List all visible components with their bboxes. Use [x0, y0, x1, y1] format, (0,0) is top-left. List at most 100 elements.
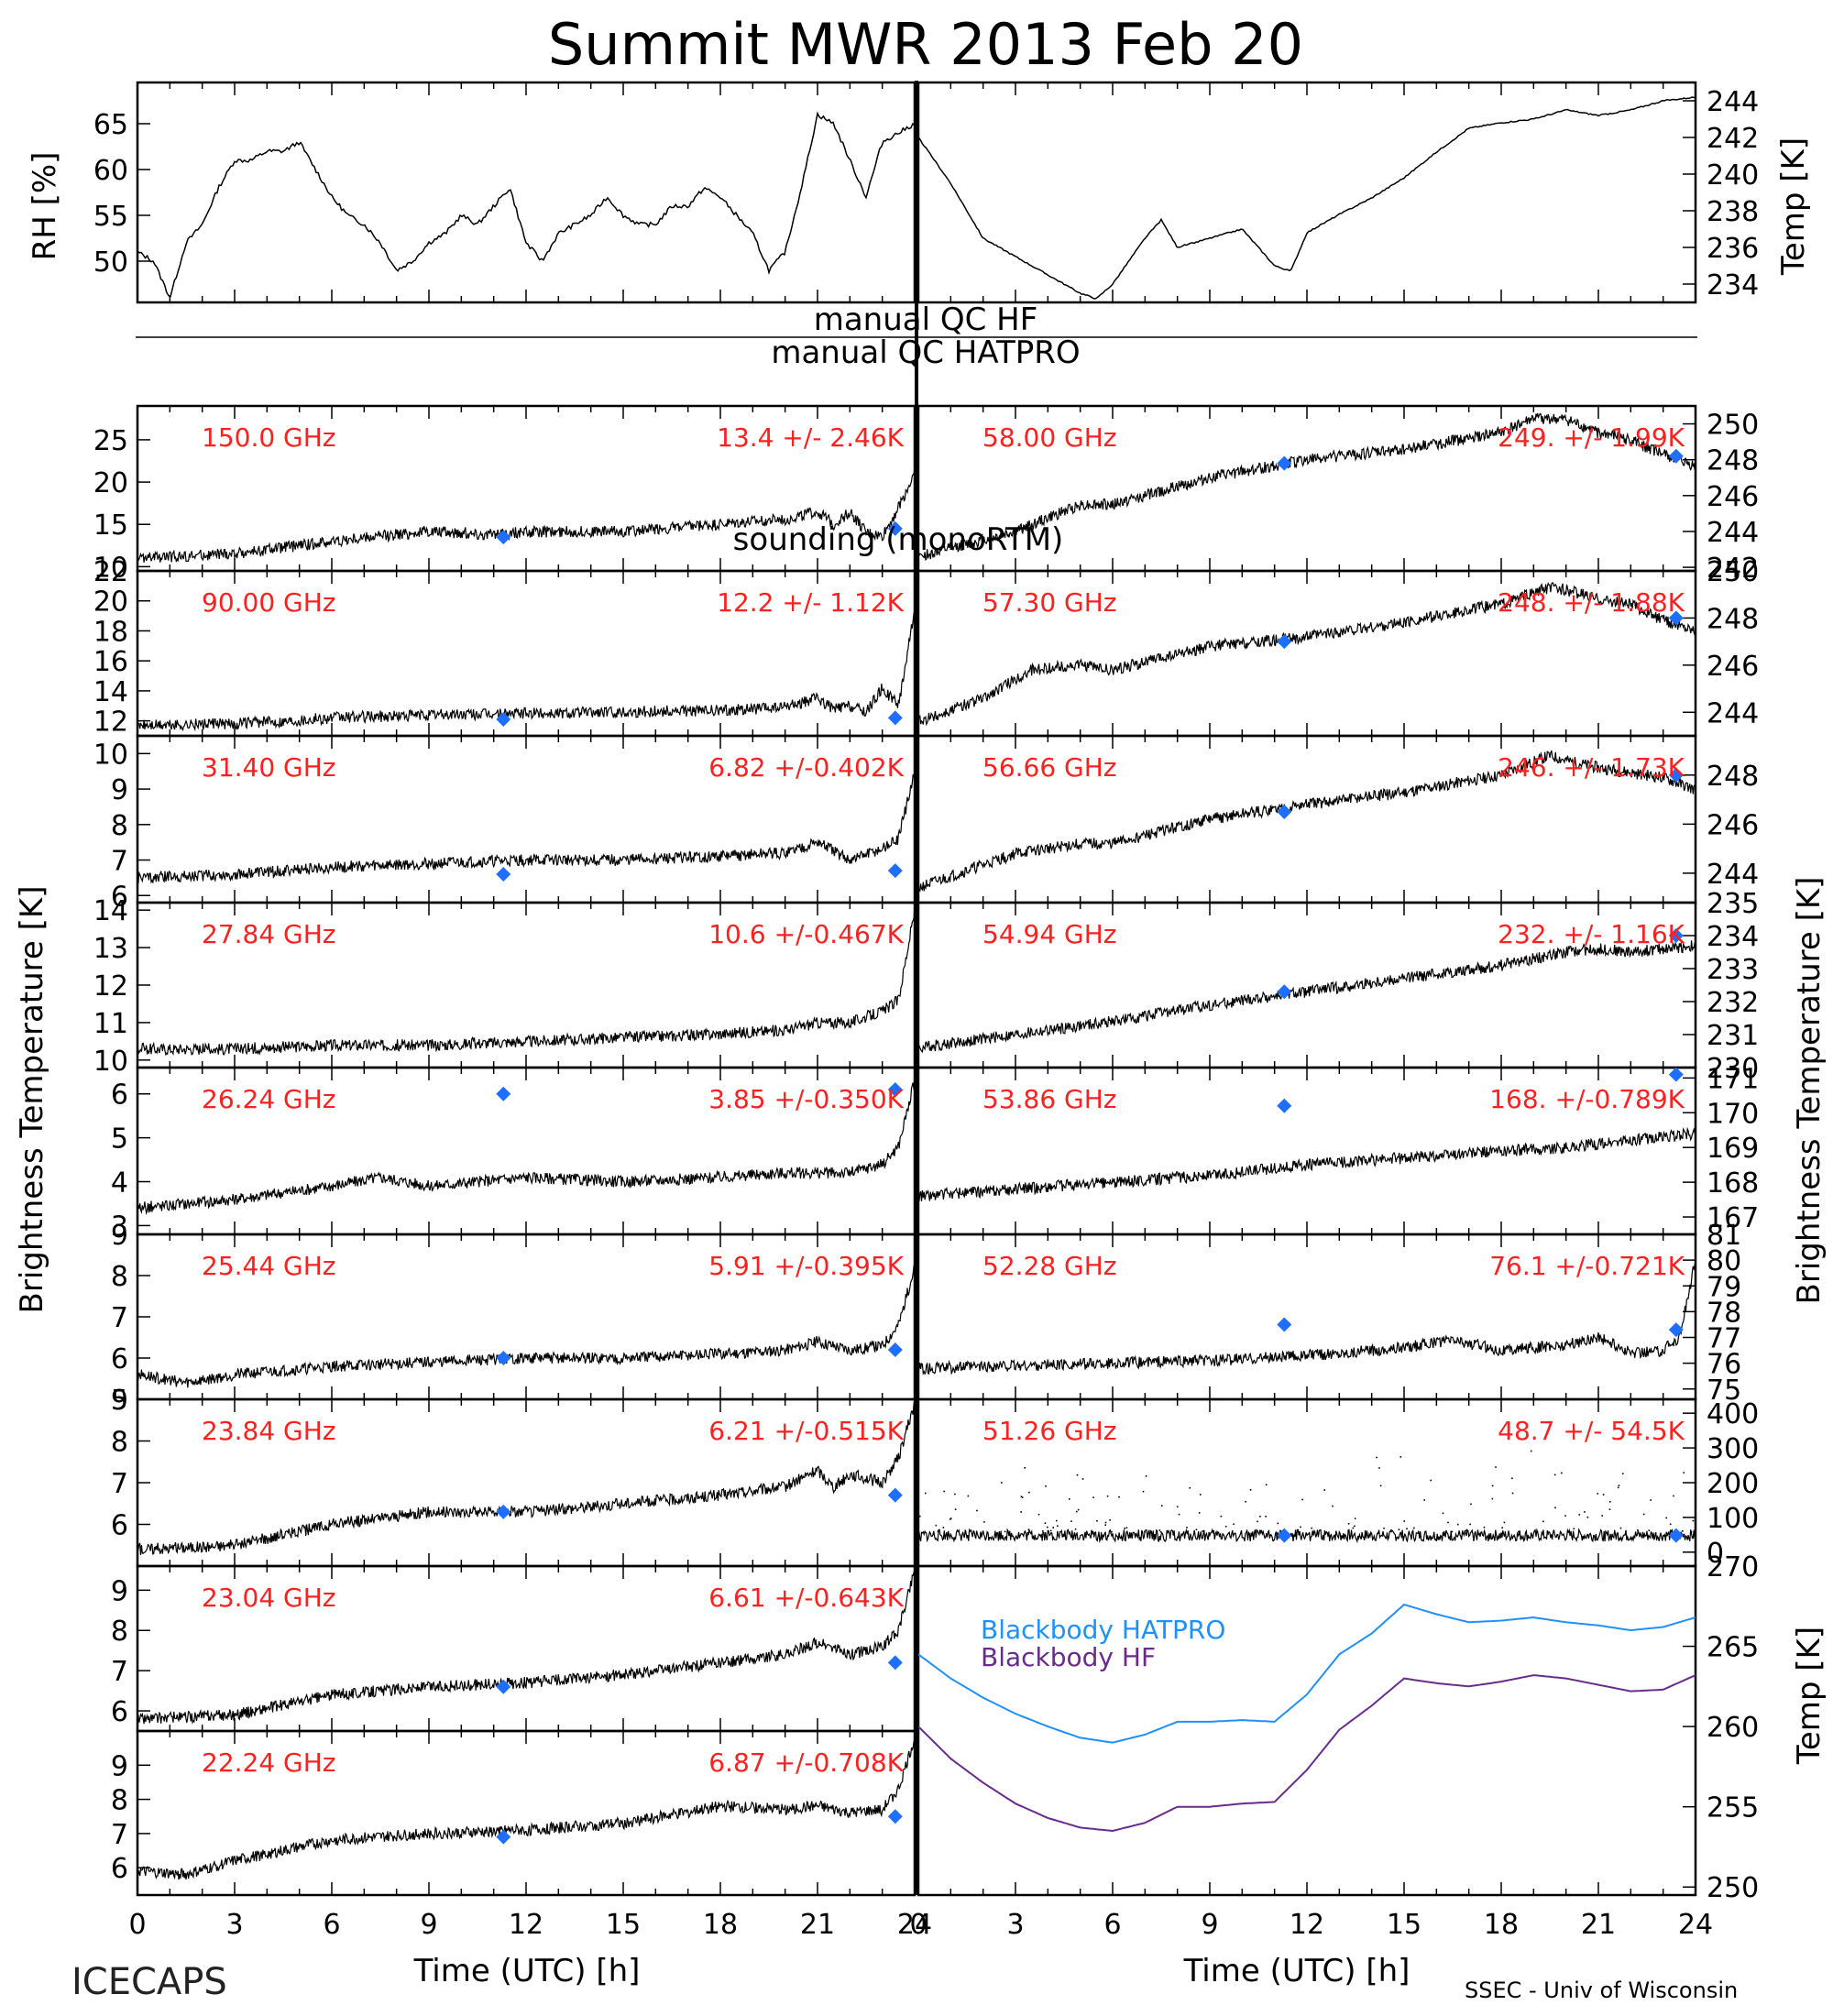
series-line-tb-58.00 — [917, 412, 1696, 562]
sounding-marker — [496, 1086, 511, 1101]
scatter-point — [1020, 1496, 1023, 1498]
freq-label: 25.44 GHz — [202, 1251, 336, 1281]
y-tick-label: 100 — [1707, 1503, 1759, 1535]
sounding-marker — [887, 1655, 903, 1671]
series-line-bb-hatpro — [917, 1603, 1696, 1744]
y-tick-label: 7 — [111, 1302, 128, 1334]
scatter-point — [1465, 1529, 1467, 1532]
y-tick-label: 8 — [111, 1616, 128, 1648]
x-tick-label: 9 — [420, 1909, 437, 1941]
y-tick-label: 8 — [111, 1427, 128, 1459]
scatter-point — [1354, 1517, 1356, 1519]
y-tick-label: 6 — [111, 1510, 128, 1542]
sounding-marker — [887, 520, 903, 536]
series-line-tb-52.28 — [917, 1260, 1696, 1375]
scatter-point — [1352, 1527, 1355, 1529]
scatter-point — [949, 1517, 952, 1519]
y-tick-label: 9 — [111, 1750, 128, 1782]
scatter-point — [1618, 1485, 1620, 1486]
scatter-point — [976, 1509, 978, 1512]
panel-frame-temp-panel — [916, 81, 1697, 304]
scatter-point — [1057, 1525, 1059, 1528]
scatter-point — [1176, 1506, 1179, 1508]
y-tick-label: 246 — [1707, 651, 1759, 683]
x-tick-label: 6 — [1103, 1909, 1121, 1941]
stat-label: 168. +/-0.789K — [1489, 1084, 1685, 1114]
y-tick-label: 50 — [93, 247, 128, 279]
sounding-marker — [1668, 610, 1684, 626]
scatter-point — [1265, 1484, 1268, 1486]
y-tick-label: 75 — [1707, 1375, 1741, 1407]
scatter-point — [1642, 1513, 1645, 1516]
scatter-point — [1586, 1516, 1589, 1518]
scatter-point — [1398, 1528, 1400, 1530]
sounding-marker — [1277, 1528, 1292, 1543]
scatter-point — [1124, 1527, 1126, 1529]
y-tick-label: 60 — [93, 155, 128, 187]
series-line-tb-27.84 — [137, 904, 916, 1057]
y-tick-label: 6 — [111, 1853, 128, 1885]
y-tick-label: 260 — [1707, 1712, 1759, 1744]
freq-label: 23.84 GHz — [202, 1416, 336, 1446]
stat-label: 3.85 +/-0.350K — [708, 1084, 904, 1114]
footer-left: ICECAPS — [71, 1961, 227, 2003]
scatter-point — [937, 1530, 939, 1532]
scatter-point — [1491, 1485, 1494, 1487]
y-tick-label: 77 — [1707, 1323, 1741, 1355]
sounding-marker — [1668, 928, 1684, 943]
scatter-point — [1104, 1521, 1107, 1524]
scatter-point — [1068, 1498, 1070, 1500]
scatter-point — [1491, 1497, 1494, 1500]
scatter-point — [1245, 1500, 1247, 1503]
series-line-bb-hf — [917, 1674, 1696, 1833]
sounding-marker — [1277, 804, 1292, 819]
y-tick-label: 248 — [1707, 761, 1759, 793]
y-tick-label: 270 — [1707, 1551, 1759, 1583]
stat-label: 6.21 +/-0.515K — [708, 1416, 904, 1446]
scatter-point — [1619, 1527, 1622, 1529]
y-tick-label: 76 — [1707, 1349, 1741, 1381]
sounding-marker — [887, 863, 903, 879]
scatter-point — [943, 1490, 945, 1493]
scatter-point — [1249, 1489, 1252, 1491]
freq-label: 23.04 GHz — [202, 1583, 336, 1613]
scatter-point — [1070, 1520, 1072, 1522]
scatter-point — [1560, 1472, 1563, 1474]
scatter-point — [1277, 1522, 1279, 1525]
footer-right: SSEC - Univ of Wisconsin — [1465, 1978, 1738, 2003]
y-tick-label: 244 — [1707, 697, 1759, 729]
scatter-point — [1413, 1527, 1415, 1529]
scatter-point — [1049, 1529, 1052, 1532]
sounding-marker — [1668, 1528, 1684, 1543]
y-tick-label: 16 — [93, 646, 128, 678]
y-tick-label: 240 — [1707, 159, 1759, 192]
y-tick-label: 238 — [1707, 196, 1759, 228]
y-tick-label: 231 — [1707, 1020, 1759, 1052]
scatter-point — [1178, 1513, 1180, 1516]
scatter-point — [1028, 1491, 1030, 1494]
y-tick-label: 5 — [111, 1385, 128, 1417]
y-tick-label: 9 — [111, 774, 128, 806]
y-tick-label: 4 — [111, 1167, 128, 1200]
scatter-point — [1037, 1513, 1040, 1516]
scatter-point — [1111, 1530, 1113, 1533]
scatter-point — [1332, 1505, 1334, 1507]
scatter-point — [1621, 1473, 1624, 1475]
scatter-point — [1300, 1526, 1301, 1528]
sounding-marker — [1277, 1098, 1292, 1113]
freq-label: 52.28 GHz — [982, 1251, 1117, 1281]
scatter-point — [1648, 1529, 1651, 1531]
y-tick-label: 244 — [1707, 86, 1759, 118]
x-tick-label: 3 — [225, 1909, 243, 1941]
y-tick-label: 6 — [111, 1079, 128, 1112]
stat-label: 6.82 +/-0.402K — [708, 752, 904, 783]
scatter-point — [1202, 1530, 1203, 1532]
scatter-point — [1423, 1499, 1426, 1501]
scatter-point — [1553, 1474, 1556, 1476]
sounding-marker — [1277, 984, 1292, 1000]
scatter-point — [1601, 1515, 1603, 1517]
y-tick-label: 250 — [1707, 1872, 1759, 1904]
x-tick-label: 3 — [1006, 1909, 1024, 1941]
